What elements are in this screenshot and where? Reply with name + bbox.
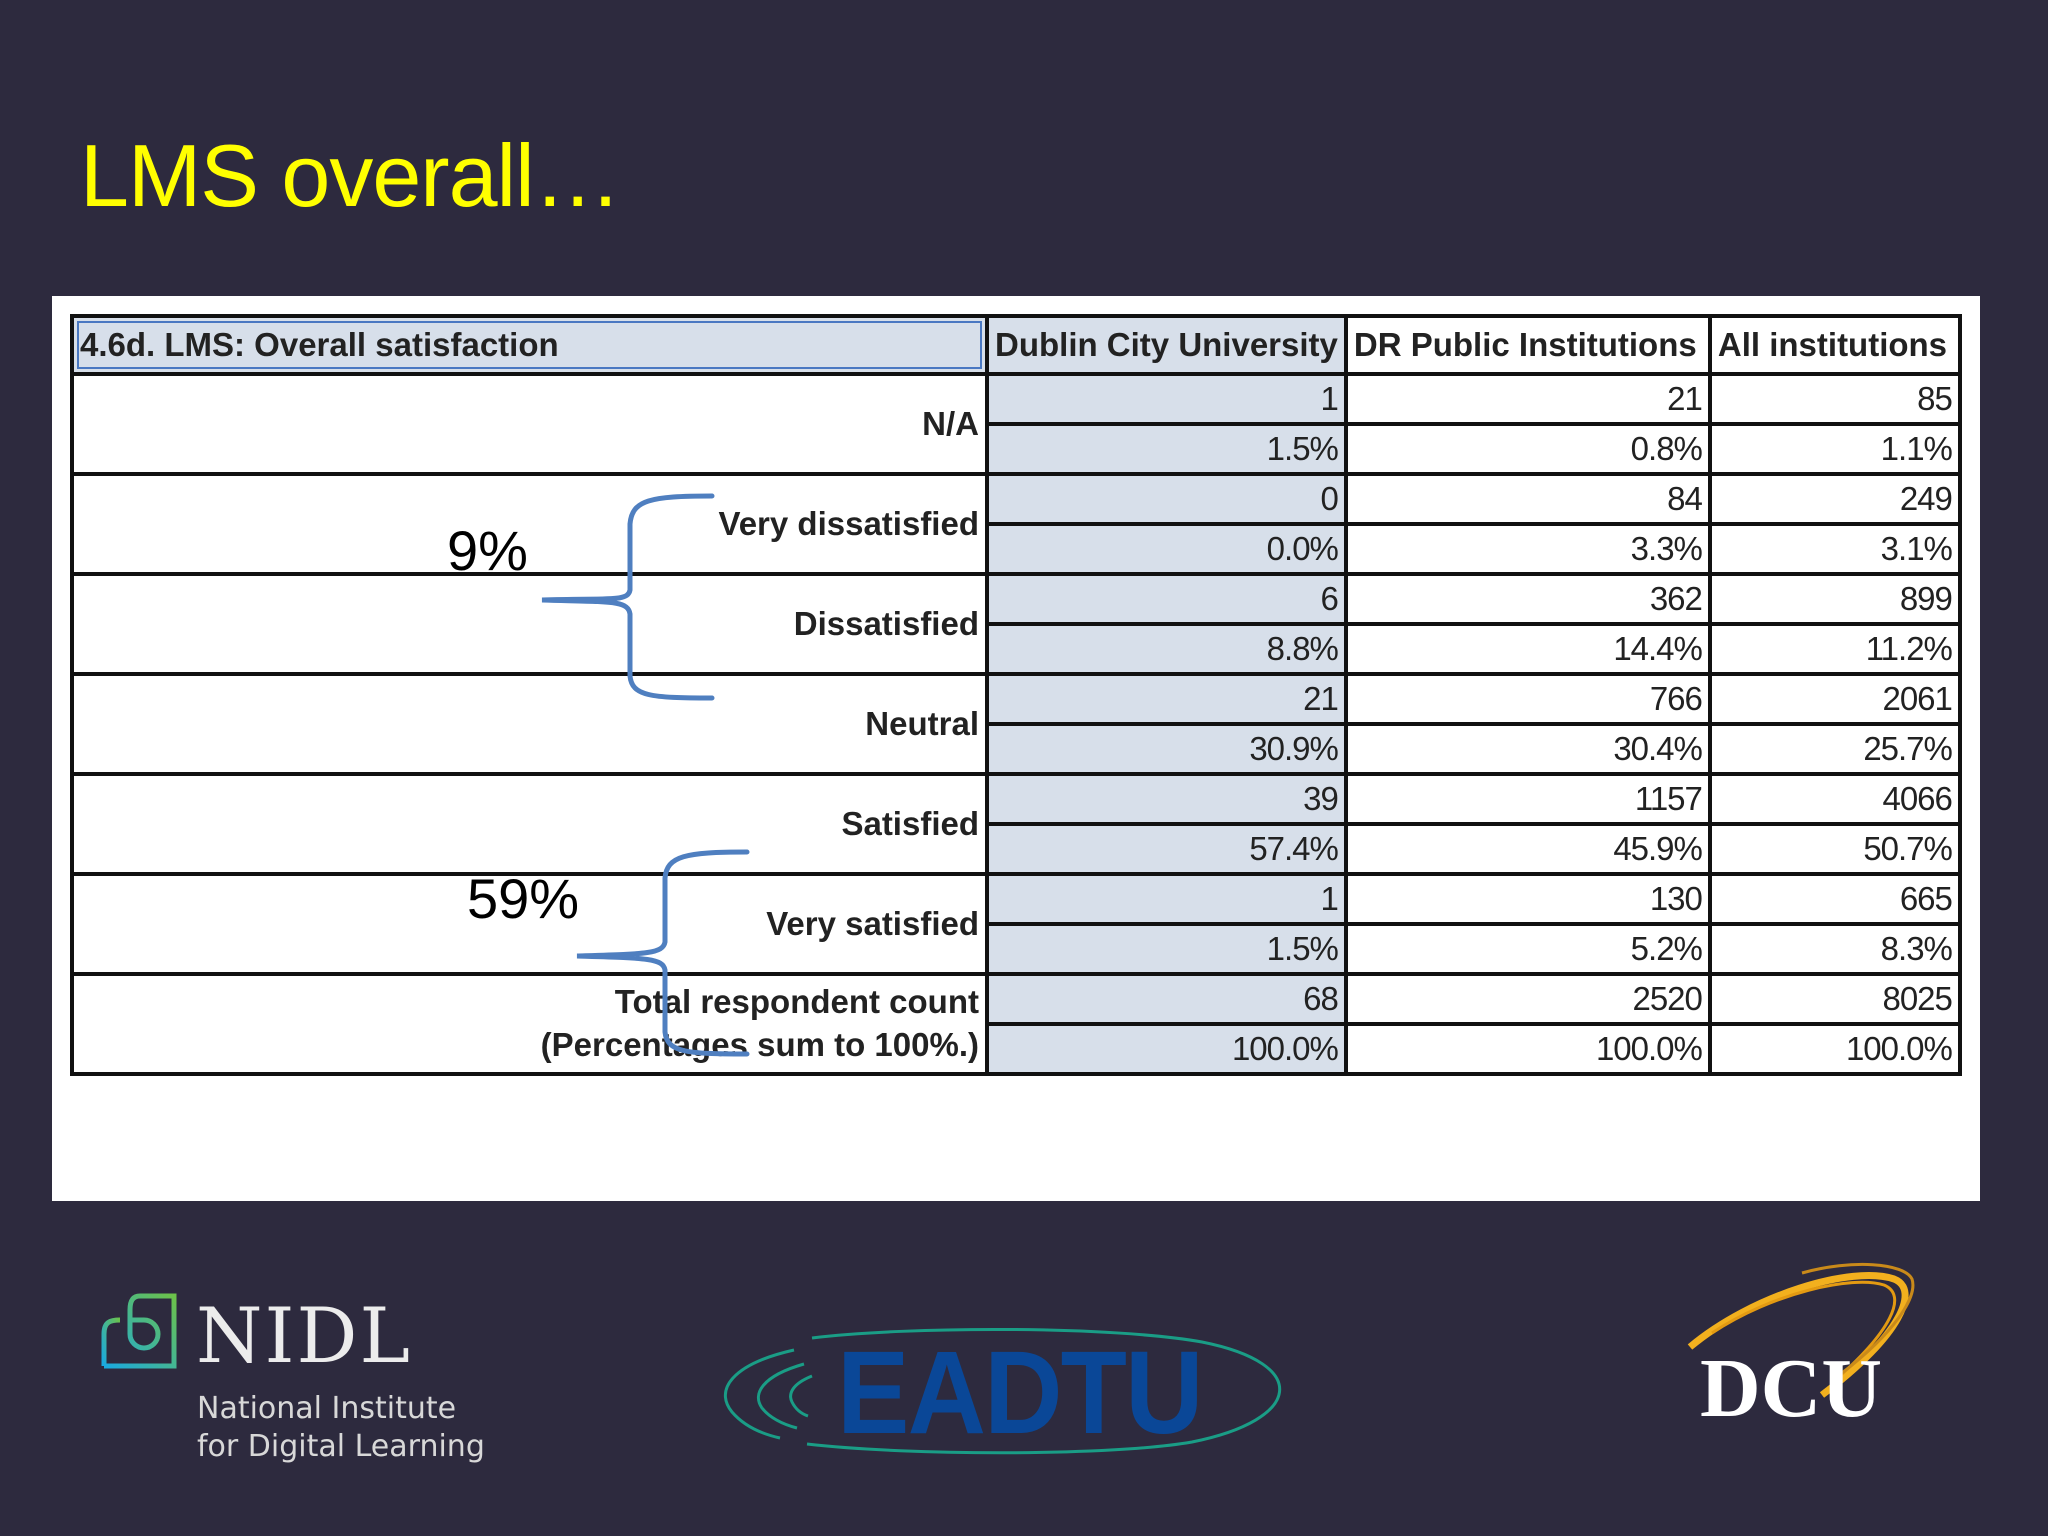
column-header-dr-public: DR Public Institutions [1343,314,1712,376]
cell-count: 1 [986,372,1347,426]
total-label-line2: (Percentages sum to 100%.) [540,1026,979,1063]
table-row-total: Total respondent count (Percentages sum … [70,972,1962,1076]
cell-count: 85 [1707,372,1962,426]
table-row-total: 100.0% 100.0% 100.0% [72,1022,1962,1076]
cell-percent: 0.8% [1343,422,1712,476]
table-row: 57.4% 45.9% 50.7% [72,822,1962,876]
eadtu-logo: EADTU [712,1320,1296,1460]
cell-percent: 3.3% [1343,522,1712,576]
table-row: Dissatisfied 6 362 899 [70,572,1962,676]
dcu-logo: DCU [1672,1255,1922,1435]
cell-count: 899 [1707,572,1962,626]
cell-percent: 8.8% [986,622,1347,676]
table-row: 1.5% 0.8% 1.1% [72,422,1962,476]
eadtu-ellipse-icon [723,1327,1282,1455]
cell-percent: 8.3% [1707,922,1962,976]
cell-percent: 50.7% [1707,822,1962,876]
column-header-dcu: Dublin City University [986,314,1347,376]
cell-count: 84 [1343,472,1712,526]
cell-percent: 1.1% [1707,422,1962,476]
row-label: Very dissatisfied [70,472,989,576]
nidl-subtitle: National Institute for Digital Learning [197,1390,485,1466]
cell-count: 2520 [1343,972,1712,1026]
dissatisfied-total-annotation: 9% [447,519,528,582]
cell-count: 0 [986,472,1347,526]
cell-percent: 45.9% [1343,822,1712,876]
table-row: N/A 1 21 85 [70,372,1962,476]
nidl-mark-icon [101,1293,177,1369]
cell-percent: 30.4% [1343,722,1712,776]
row-label: Satisfied [70,772,989,876]
cell-count: 21 [986,672,1347,726]
cell-count: 6 [986,572,1347,626]
table-row: Satisfied 39 1157 4066 [70,772,1962,876]
column-header-all: All institutions [1707,314,1962,376]
cell-percent: 5.2% [1343,922,1712,976]
satisfaction-table: 4.6d. LMS: Overall satisfaction Dublin C… [70,314,1962,1076]
cell-percent: 1.5% [986,422,1347,476]
cell-count: 8025 [1707,972,1962,1026]
cell-count: 39 [986,772,1347,826]
cell-percent: 100.0% [986,1022,1347,1076]
cell-percent: 25.7% [1707,722,1962,776]
cell-count: 362 [1343,572,1712,626]
cell-percent: 11.2% [1707,622,1962,676]
total-label-line1: Total respondent count [614,983,979,1021]
table-header-row: 4.6d. LMS: Overall satisfaction Dublin C… [70,314,1962,376]
dcu-swoosh-icon [1687,1262,1915,1398]
row-label: N/A [70,372,989,476]
cell-percent: 100.0% [1343,1022,1712,1076]
cell-count: 249 [1707,472,1962,526]
brace-dissatisfied-icon [541,493,715,701]
cell-percent: 0.0% [986,522,1347,576]
cell-count: 2061 [1707,672,1962,726]
table-row: Very satisfied 1 130 665 [70,872,1962,976]
table-row: 30.9% 30.4% 25.7% [72,722,1962,776]
row-label: Neutral [70,672,989,776]
cell-count: 766 [1343,672,1712,726]
cell-count: 1 [986,872,1347,926]
cell-count: 21 [1343,372,1712,426]
nidl-subtitle-line1: National Institute [197,1391,457,1426]
cell-percent: 30.9% [986,722,1347,776]
brace-satisfied-icon [576,849,750,1057]
table-row: Very dissatisfied 0 84 249 [70,472,1962,576]
table-title: 4.6d. LMS: Overall satisfaction [70,314,989,376]
slide-title: LMS overall… [80,126,622,225]
cell-count: 68 [986,972,1347,1026]
row-label: Very satisfied [70,872,989,976]
cell-percent: 3.1% [1707,522,1962,576]
table-row: 8.8% 14.4% 11.2% [72,622,1962,676]
cell-percent: 100.0% [1707,1022,1962,1076]
cell-count: 665 [1707,872,1962,926]
dcu-wordmark: DCU [1700,1342,1882,1435]
nidl-wordmark: NIDL [196,1291,412,1380]
cell-percent: 14.4% [1343,622,1712,676]
table-row: 0.0% 3.3% 3.1% [72,522,1962,576]
table-row: 1.5% 5.2% 8.3% [72,922,1962,976]
cell-percent: 1.5% [986,922,1347,976]
cell-count: 1157 [1343,772,1712,826]
satisfied-total-annotation: 59% [467,867,580,930]
cell-count: 4066 [1707,772,1962,826]
row-label: Dissatisfied [70,572,989,676]
total-label: Total respondent count (Percentages sum … [70,972,989,1076]
nidl-subtitle-line2: for Digital Learning [197,1429,485,1464]
table-row: Neutral 21 766 2061 [70,672,1962,776]
cell-percent: 57.4% [986,822,1347,876]
nidl-logo: NIDL National Institute for Digital Lear… [100,1290,485,1480]
eadtu-wordmark: EADTU [837,1327,1204,1459]
cell-count: 130 [1343,872,1712,926]
